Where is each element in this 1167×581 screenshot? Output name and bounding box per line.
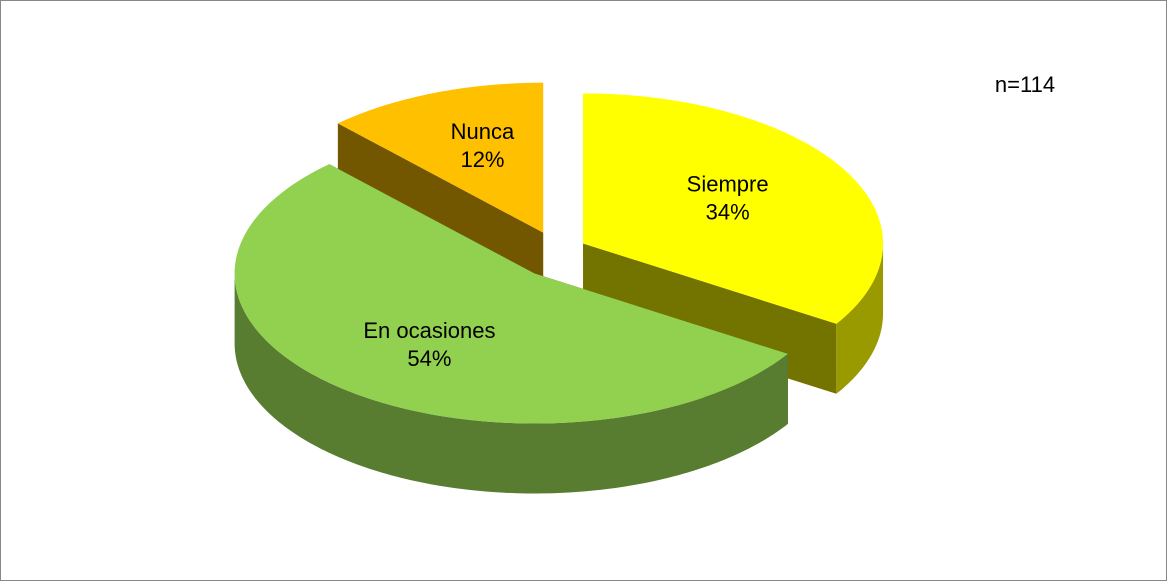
slice-value: 12%	[460, 147, 504, 172]
slice-wall	[836, 243, 884, 394]
annotation: n=114	[995, 72, 1055, 97]
slice	[234, 164, 788, 424]
slice-label: Nunca	[451, 119, 515, 144]
slice-label: Siempre	[687, 171, 769, 196]
slice-label: En ocasiones	[363, 318, 495, 343]
slice-value: 34%	[706, 199, 750, 224]
slice	[583, 93, 884, 324]
slice-wall	[234, 275, 788, 494]
slice-value: 54%	[407, 346, 451, 371]
slice	[337, 82, 544, 233]
